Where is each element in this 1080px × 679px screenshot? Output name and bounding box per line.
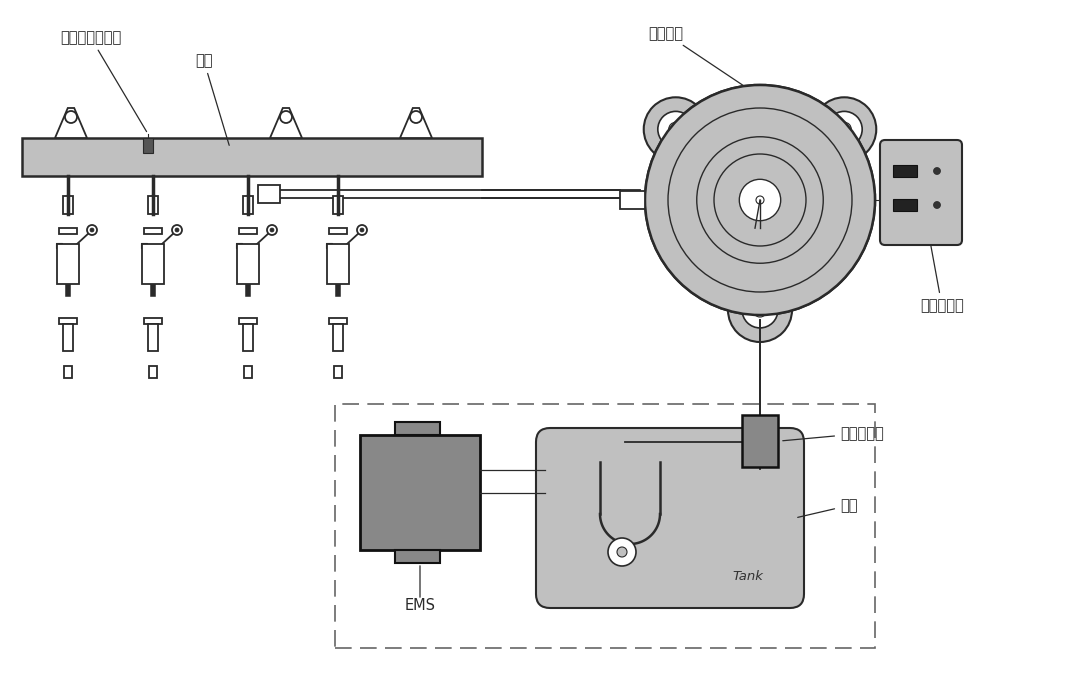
- Bar: [329, 318, 347, 324]
- Bar: [63, 196, 73, 214]
- Bar: [144, 228, 162, 234]
- FancyBboxPatch shape: [880, 140, 962, 245]
- Bar: [239, 228, 257, 234]
- Circle shape: [837, 122, 851, 136]
- Circle shape: [645, 85, 875, 315]
- Circle shape: [645, 85, 875, 315]
- Circle shape: [65, 111, 77, 123]
- Circle shape: [280, 111, 292, 123]
- Bar: [742, 415, 778, 467]
- Bar: [148, 196, 158, 214]
- Bar: [335, 404, 875, 648]
- Bar: [395, 550, 440, 563]
- Bar: [243, 324, 253, 351]
- Bar: [57, 244, 79, 284]
- Text: EMS: EMS: [405, 598, 435, 612]
- Polygon shape: [270, 108, 302, 138]
- Circle shape: [933, 168, 941, 175]
- Text: Tank: Tank: [732, 570, 764, 583]
- Bar: [64, 366, 72, 378]
- Bar: [59, 318, 77, 324]
- Bar: [893, 199, 917, 211]
- Bar: [63, 324, 73, 351]
- Circle shape: [267, 225, 276, 235]
- Text: 油轨: 油轨: [195, 53, 229, 145]
- Bar: [333, 196, 343, 214]
- Bar: [329, 228, 347, 234]
- Bar: [237, 244, 259, 284]
- Bar: [237, 243, 242, 248]
- Circle shape: [175, 228, 179, 232]
- Polygon shape: [55, 108, 87, 138]
- Polygon shape: [400, 108, 432, 138]
- Text: 油压调节器: 油压调节器: [920, 195, 963, 313]
- Bar: [326, 243, 332, 248]
- Circle shape: [360, 228, 364, 232]
- Circle shape: [172, 225, 183, 235]
- Circle shape: [617, 547, 627, 557]
- Text: 燃油滤清器: 燃油滤清器: [783, 426, 883, 441]
- Circle shape: [669, 122, 683, 136]
- Bar: [334, 366, 342, 378]
- Bar: [143, 138, 153, 153]
- Bar: [148, 324, 158, 351]
- Circle shape: [644, 97, 707, 162]
- Text: 油筒: 油筒: [798, 498, 858, 517]
- Text: 高压油泵: 高压油泵: [648, 26, 747, 88]
- Bar: [258, 185, 280, 203]
- Bar: [620, 191, 645, 209]
- Bar: [59, 228, 77, 234]
- Circle shape: [753, 303, 767, 317]
- Bar: [333, 324, 343, 351]
- FancyBboxPatch shape: [536, 428, 804, 608]
- Circle shape: [658, 111, 693, 147]
- Circle shape: [270, 228, 274, 232]
- Circle shape: [608, 538, 636, 566]
- Bar: [893, 165, 917, 177]
- Circle shape: [357, 225, 367, 235]
- Circle shape: [812, 97, 876, 162]
- Circle shape: [697, 136, 823, 263]
- Bar: [360, 435, 480, 550]
- Circle shape: [87, 225, 97, 235]
- Circle shape: [756, 196, 764, 204]
- Bar: [56, 243, 62, 248]
- Circle shape: [933, 202, 941, 208]
- Bar: [327, 244, 349, 284]
- Circle shape: [742, 292, 778, 328]
- Text: 燃油压力传感器: 燃油压力传感器: [60, 30, 147, 132]
- Circle shape: [728, 278, 792, 342]
- Bar: [149, 366, 157, 378]
- Circle shape: [410, 111, 422, 123]
- Circle shape: [740, 179, 781, 221]
- Circle shape: [826, 111, 862, 147]
- Bar: [239, 318, 257, 324]
- Bar: [395, 422, 440, 435]
- Bar: [244, 366, 252, 378]
- Bar: [144, 318, 162, 324]
- Bar: [243, 196, 253, 214]
- Circle shape: [90, 228, 94, 232]
- Bar: [22, 138, 482, 176]
- Bar: [141, 243, 147, 248]
- Bar: [141, 244, 164, 284]
